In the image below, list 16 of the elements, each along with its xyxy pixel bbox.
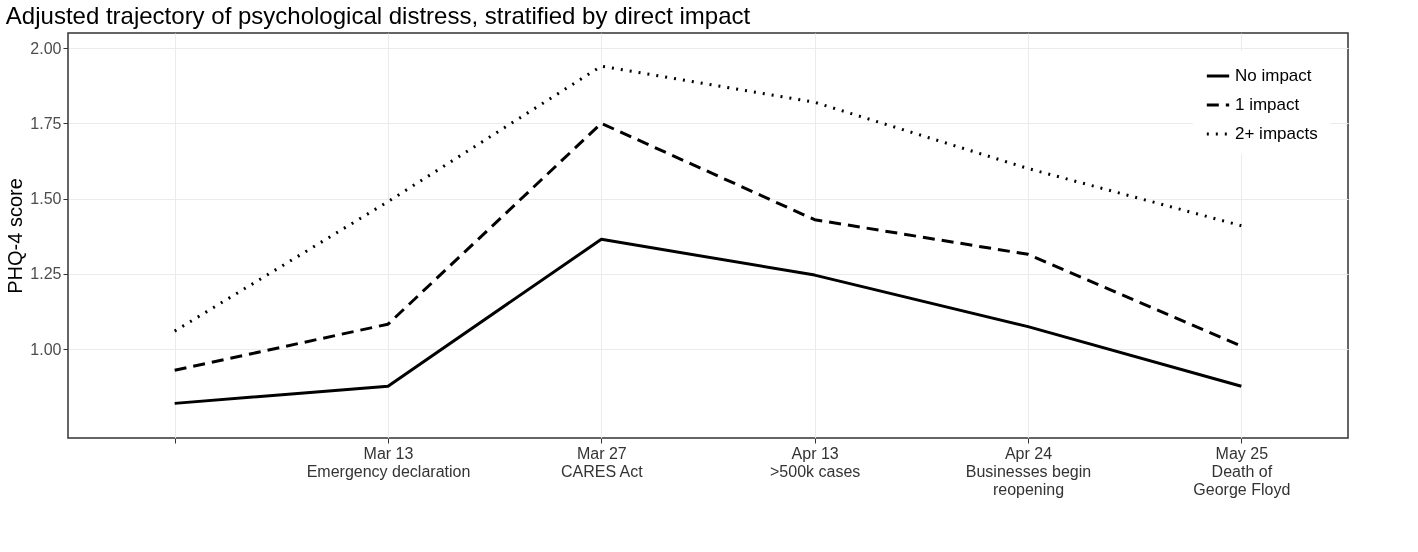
y-axis-title: PHQ-4 score — [4, 178, 27, 294]
y-tick-label: 2.00 — [30, 39, 62, 57]
chart-title: Adjusted trajectory of psychological distress, stratified by direct impact — [5, 2, 751, 29]
y-tick-label: 1.50 — [30, 190, 62, 208]
legend-label: 1 impact — [1235, 95, 1300, 114]
x-tick-label: Mar 13 Emergency declaration — [306, 444, 471, 480]
y-tick-label: 1.25 — [30, 265, 62, 283]
x-tick-label: Mar 27 CARES Act — [560, 444, 644, 480]
line-series — [173, 237, 1243, 405]
y-tick-label: 1.00 — [30, 340, 62, 358]
y-tick-label: 1.75 — [30, 114, 62, 132]
x-tick-label: May 25 Death of George Floyd — [1193, 444, 1291, 498]
x-tick-label: Apr 13 >500k cases — [770, 444, 861, 480]
legend-label: No impact — [1235, 66, 1312, 85]
legend-label: 2+ impacts — [1235, 124, 1318, 143]
x-tick-label: Apr 24 Businesses begin reopening — [965, 444, 1092, 498]
